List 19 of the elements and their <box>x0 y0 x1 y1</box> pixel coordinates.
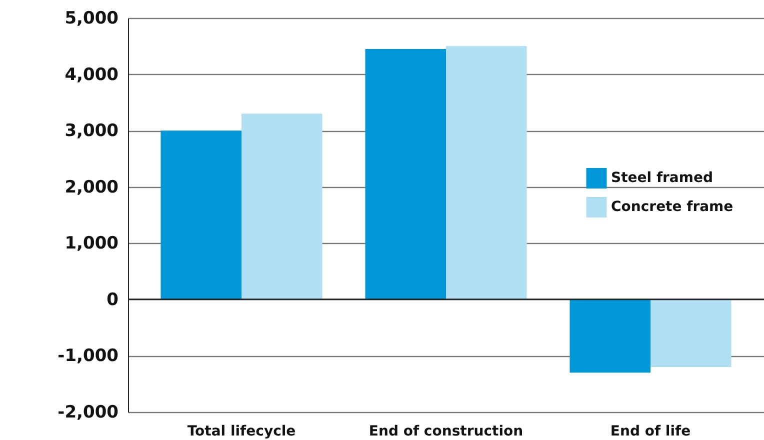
bar <box>365 48 446 300</box>
x-tick-label: Total lifecycle <box>187 424 296 440</box>
bar <box>160 130 242 300</box>
bar <box>242 114 322 300</box>
y-tick-label: -2,000 <box>58 402 119 422</box>
y-tick-label: 1,000 <box>64 234 119 254</box>
x-tick-label: End of life <box>610 424 691 440</box>
legend-label: Concrete frame <box>611 199 734 216</box>
bar <box>650 299 732 367</box>
bar <box>446 46 527 300</box>
y-tick-label: 4,000 <box>64 64 119 85</box>
y-tick-label: 3,000 <box>64 121 119 142</box>
x-tick-label: End of construction <box>368 424 524 440</box>
bar <box>570 299 650 373</box>
y-tick-label: 0 <box>106 290 119 310</box>
y-tick-label: 5,000 <box>64 8 119 28</box>
y-tick-label: 2,000 <box>64 177 119 198</box>
legend-label: Steel framed <box>611 170 713 186</box>
y-tick-label: -1,000 <box>58 346 119 366</box>
